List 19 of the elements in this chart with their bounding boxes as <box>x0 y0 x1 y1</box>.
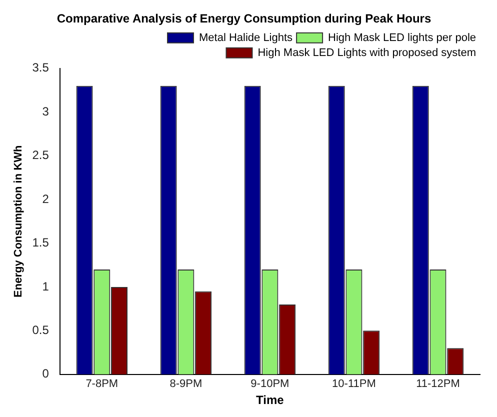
y-tick-label: 0.5 <box>32 323 50 337</box>
legend-label: High Mask LED lights per pole <box>328 32 476 44</box>
y-tick-label: 2 <box>42 192 50 206</box>
chart-title: Comparative Analysis of Energy Consumption during Peak Hours <box>56 12 432 26</box>
y-tick-label: 3.5 <box>32 60 50 75</box>
x-tick-label: 9-10PM <box>250 378 290 390</box>
legend-label: Metal Halide Lights <box>198 32 294 44</box>
y-tick-label: 1 <box>42 279 50 294</box>
y-axis-title: Energy Consumption in KWh <box>12 145 25 298</box>
y-tick-label: 3 <box>42 104 50 118</box>
x-tick-label: 7-8PM <box>86 378 118 390</box>
y-tick-label: 2.5 <box>32 148 50 162</box>
x-tick-label: 11-12PM <box>416 378 460 390</box>
x-tick-label: 8-9PM <box>170 378 202 390</box>
legend-label: High Mask LED Lights with proposed system <box>258 46 476 59</box>
y-tick-label: 0 <box>42 366 50 381</box>
x-axis-title: Time <box>256 393 284 408</box>
x-tick-label: 10-11PM <box>332 378 376 390</box>
y-tick-label: 1.5 <box>32 236 50 250</box>
